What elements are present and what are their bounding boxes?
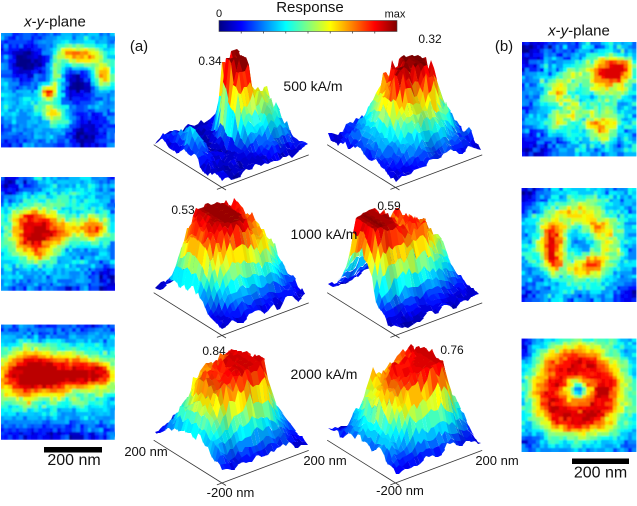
svg-text:-200 nm: -200 nm — [376, 483, 424, 498]
svg-text:500 kA/m: 500 kA/m — [283, 78, 342, 94]
svg-text:0: 0 — [216, 8, 222, 20]
svg-text:x-y-plane: x-y-plane — [547, 23, 610, 40]
svg-text:200 nm: 200 nm — [47, 452, 100, 469]
svg-text:200 nm: 200 nm — [124, 444, 167, 459]
svg-text:2000 kA/m: 2000 kA/m — [291, 366, 358, 382]
svg-text:(b): (b) — [495, 38, 513, 55]
svg-text:200 nm: 200 nm — [303, 453, 346, 468]
svg-text:0.84: 0.84 — [202, 344, 226, 358]
svg-text:-200 nm: -200 nm — [207, 485, 255, 500]
svg-text:200 nm: 200 nm — [475, 453, 518, 468]
svg-text:200 nm: 200 nm — [574, 465, 627, 482]
svg-text:Response: Response — [276, 0, 344, 16]
svg-text:0.53: 0.53 — [171, 203, 195, 217]
svg-text:0.32: 0.32 — [418, 32, 442, 46]
svg-text:(a): (a) — [130, 38, 148, 55]
svg-text:0.59: 0.59 — [377, 199, 401, 213]
svg-text:x-y-plane: x-y-plane — [23, 14, 86, 31]
svg-text:0.76: 0.76 — [440, 343, 464, 357]
svg-text:0.34: 0.34 — [198, 54, 222, 68]
svg-text:1000 kA/m: 1000 kA/m — [291, 226, 358, 242]
svg-text:max: max — [385, 9, 406, 21]
